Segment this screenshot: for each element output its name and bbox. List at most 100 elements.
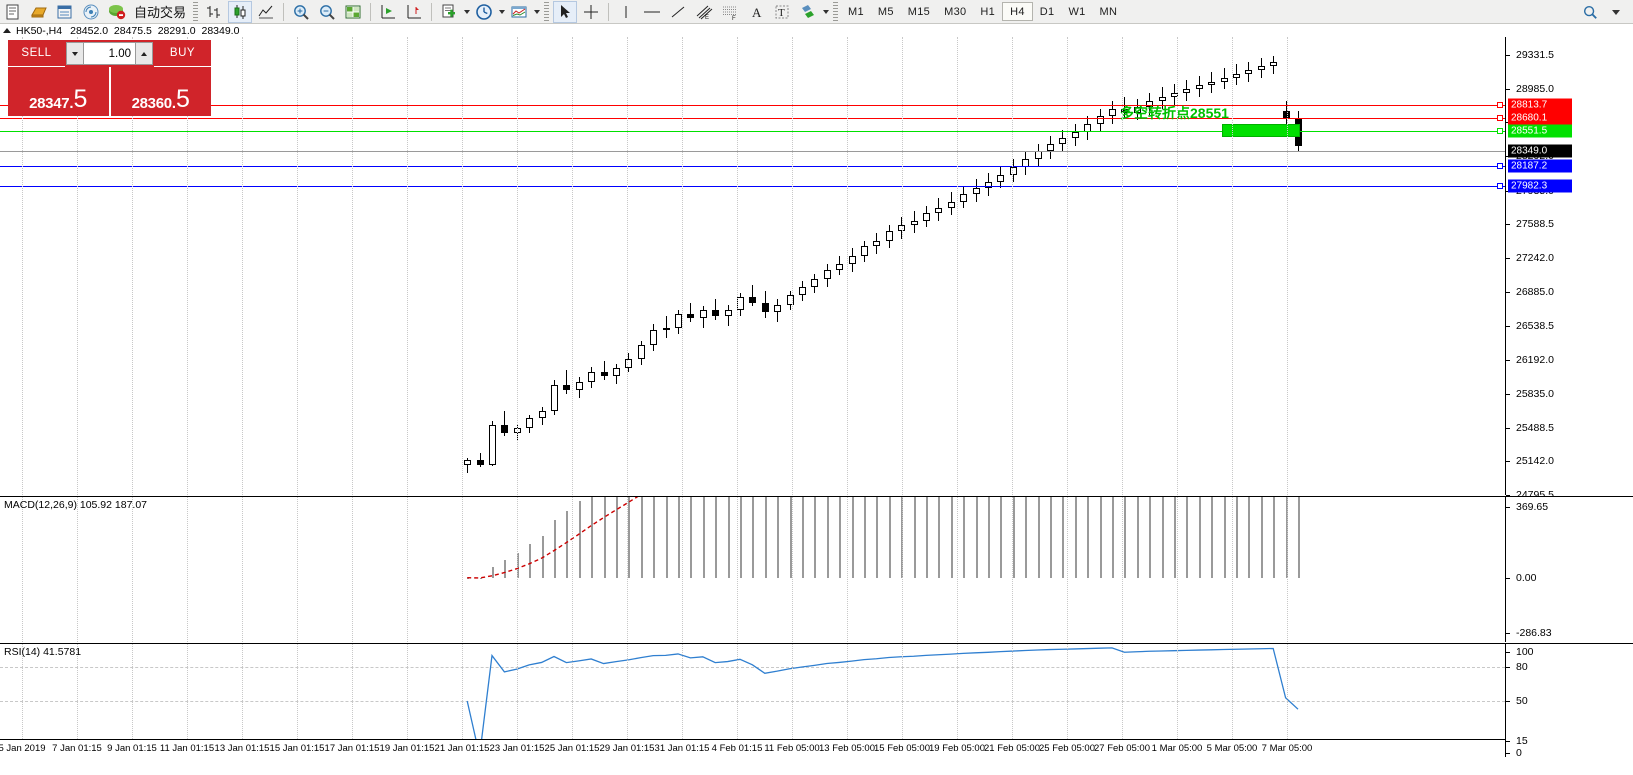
macd-histogram-bar — [802, 497, 804, 578]
level-line-support[interactable] — [0, 186, 1505, 188]
level-price-tag[interactable]: 28680.1 — [1508, 111, 1572, 125]
horizontal-line-icon[interactable] — [640, 1, 664, 23]
auto-scroll-icon[interactable] — [402, 1, 426, 23]
period-chevron-down-icon[interactable] — [497, 2, 506, 22]
timeframe-m30[interactable]: M30 — [944, 5, 967, 18]
timeframe-m1[interactable]: M1 — [848, 5, 864, 18]
objects-list-icon[interactable] — [796, 1, 820, 23]
toolbar-grip[interactable] — [193, 2, 199, 21]
zoom-out-icon[interactable] — [315, 1, 339, 23]
chart-annotation-text[interactable]: 多空转折点28551 — [1120, 104, 1229, 121]
candle-body — [476, 459, 484, 465]
timeframe-m15[interactable]: M15 — [907, 5, 931, 18]
indicators-icon[interactable] — [507, 1, 531, 23]
macd-histogram-bar — [950, 497, 953, 578]
macd-plot[interactable] — [0, 497, 1505, 642]
search-icon[interactable] — [1578, 1, 1602, 23]
indicators-chevron-down-icon[interactable] — [532, 2, 541, 22]
vertical-gridline — [132, 644, 133, 757]
ask-price-button[interactable]: 28360 . 5 — [110, 67, 211, 116]
text-icon[interactable]: A — [744, 1, 768, 23]
level-price-tag[interactable]: 27982.3 — [1508, 179, 1572, 193]
signals-icon[interactable] — [79, 1, 103, 23]
price-axis-label: 28985.0 — [1516, 82, 1554, 95]
level-handle[interactable] — [1497, 163, 1503, 170]
shift-end-icon[interactable] — [376, 1, 400, 23]
line-chart-icon[interactable] — [254, 1, 278, 23]
toolbar-overflow-chevron-down-icon[interactable] — [1604, 1, 1628, 23]
macd-histogram-bar — [1037, 497, 1040, 578]
zoom-in-icon[interactable] — [289, 1, 313, 23]
crosshair-icon[interactable] — [579, 1, 603, 23]
timeframe-m5[interactable]: M5 — [877, 5, 894, 18]
toolbar-grip[interactable] — [833, 2, 839, 21]
tile-windows-icon[interactable] — [341, 1, 365, 23]
price-pane[interactable]: 多空转折点28551 29331.528985.028638.528292.02… — [0, 37, 1633, 501]
text-label-icon[interactable]: T — [770, 1, 794, 23]
candlestick-chart-icon[interactable] — [228, 0, 253, 23]
level-line-support[interactable] — [0, 166, 1505, 168]
volume-decrease-chevron-down-icon[interactable] — [66, 42, 84, 65]
timeframe-mn[interactable]: MN — [1099, 5, 1118, 18]
price-axis[interactable]: 29331.528985.028638.528292.027935.027588… — [1505, 37, 1633, 501]
level-price-tag[interactable]: 28349.0 — [1508, 144, 1572, 158]
axis-tick — [1506, 394, 1510, 396]
vertical-line-icon[interactable] — [614, 1, 638, 23]
rsi-axis[interactable]: 100 80 50 15 0 — [1505, 644, 1633, 759]
main-toolbar[interactable]: 自动交易 — [0, 0, 1633, 24]
equidistant-channel-icon[interactable]: E — [692, 1, 716, 23]
level-handle[interactable] — [1497, 127, 1503, 134]
cursor-icon[interactable] — [553, 0, 578, 23]
macd-pane[interactable]: MACD(12,26,9) 105.92 187.07 369.65 0.00 -2… — [0, 496, 1633, 642]
timeframe-d1[interactable]: D1 — [1039, 5, 1055, 18]
volume-stepper[interactable]: 1.00 — [65, 40, 154, 67]
templates-icon[interactable] — [437, 1, 461, 23]
volume-input[interactable]: 1.00 — [84, 42, 135, 65]
candle-body — [699, 310, 707, 319]
autotrade-icon[interactable] — [105, 1, 129, 23]
timeframe-w1[interactable]: W1 — [1068, 5, 1086, 18]
level-handle[interactable] — [1497, 102, 1503, 109]
timeframe-h1[interactable]: H1 — [980, 5, 996, 18]
data-window-icon[interactable] — [53, 1, 77, 23]
level-line-pivot[interactable] — [0, 130, 1505, 132]
level-line-last-price[interactable] — [0, 150, 1505, 152]
level-price-tag[interactable]: 28187.2 — [1508, 159, 1572, 173]
macd-histogram-bar — [492, 566, 494, 578]
bar-chart-icon[interactable] — [202, 1, 226, 23]
candlestick — [489, 37, 496, 495]
autotrade-label[interactable]: 自动交易 — [134, 5, 187, 20]
rsi-pane[interactable]: RSI(14) 41.5781 100 80 50 15 0 — [0, 643, 1633, 759]
triangle-up-icon[interactable] — [3, 28, 11, 33]
macd-histogram-bar — [1186, 497, 1189, 578]
volume-increase-chevron-up-icon[interactable] — [135, 42, 153, 65]
level-price-tag[interactable]: 28813.7 — [1508, 98, 1572, 112]
fibonacci-icon[interactable]: F — [718, 1, 742, 23]
level-handle[interactable] — [1497, 115, 1503, 122]
level-handle[interactable] — [1497, 183, 1503, 190]
buy-button[interactable]: BUY — [154, 40, 211, 67]
macd-axis[interactable]: 369.65 0.00 -286.83 — [1505, 497, 1633, 642]
candlestick — [898, 37, 906, 495]
period-icon[interactable] — [472, 1, 496, 23]
objects-chevron-down-icon[interactable] — [821, 2, 830, 22]
candlestick — [699, 37, 707, 495]
level-line-resistance[interactable] — [0, 105, 1505, 107]
date-axis[interactable]: 5 Jan 2019 7 Jan 01:15 9 Jan 01:15 11 Jan 0… — [0, 739, 1505, 757]
price-plot[interactable]: 多空转折点28551 — [0, 37, 1505, 495]
toolbar-grip[interactable] — [544, 2, 550, 21]
timeframe-h4[interactable]: H4 — [1002, 2, 1033, 21]
level-line-resistance[interactable] — [0, 118, 1505, 120]
bid-price-button[interactable]: 28347 . 5 — [8, 67, 111, 116]
new-order-icon[interactable] — [1, 1, 25, 23]
rsi-plot[interactable] — [0, 644, 1505, 757]
level-price-tag[interactable]: 28551.5 — [1508, 124, 1572, 138]
pivot-highlight-box[interactable] — [1222, 123, 1300, 137]
gold-bar-icon[interactable] — [27, 1, 51, 23]
trend-line-icon[interactable] — [666, 1, 690, 23]
sell-button[interactable]: SELL — [8, 40, 65, 67]
chart-area[interactable]: 多空转折点28551 29331.528985.028638.528292.02… — [0, 37, 1633, 775]
templates-chevron-down-icon[interactable] — [462, 2, 471, 22]
one-click-trading-panel[interactable]: SELL 1.00 BUY 28347 . 5 28360 . 5 — [8, 40, 211, 116]
date-axis-label: 11 Feb 05:00 — [764, 743, 820, 754]
